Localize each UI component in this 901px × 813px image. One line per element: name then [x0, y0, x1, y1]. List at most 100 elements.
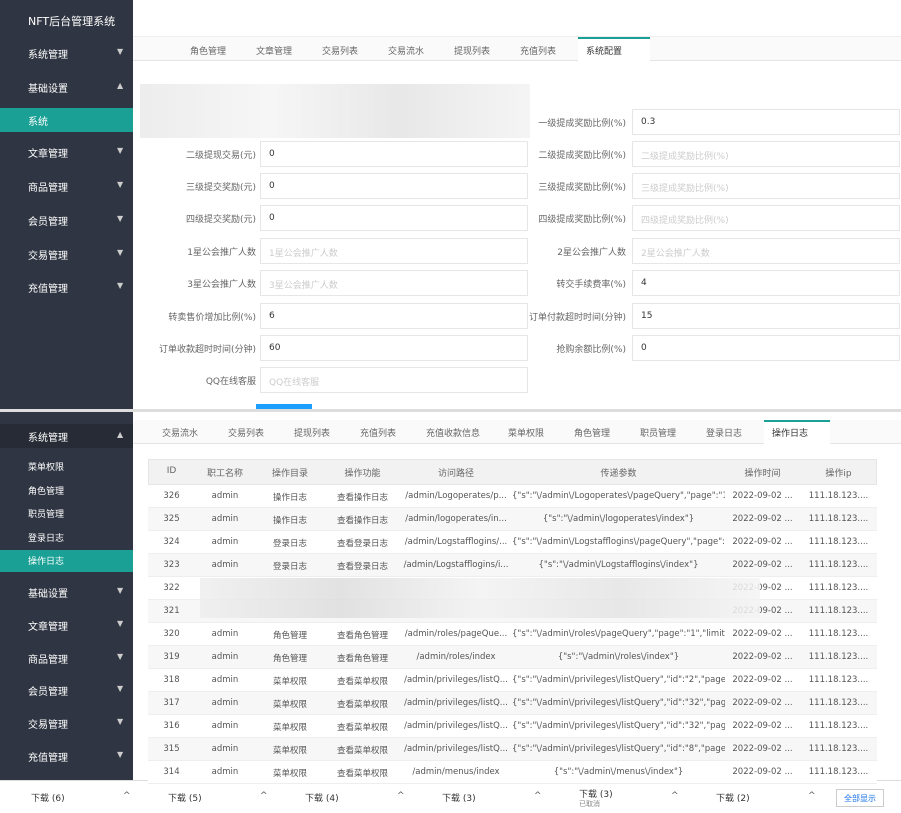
- tab[interactable]: 登录日志: [706, 429, 743, 439]
- form-input[interactable]: 0: [632, 335, 900, 361]
- menu-item[interactable]: 充值管理: [28, 753, 68, 764]
- form-label: 一级提成奖励比例(%): [538, 119, 626, 129]
- table-cell: 111.18.123....: [808, 629, 869, 639]
- tab[interactable]: 职员管理: [640, 429, 677, 439]
- download-item[interactable]: 下载 (4): [305, 794, 339, 804]
- table-cell: {"s":"\/admin\/roles\/pageQuery","page":…: [512, 629, 725, 639]
- menu-active: [0, 108, 133, 132]
- table-cell: {"s":"\/admin\/roles\/index"}: [557, 652, 680, 662]
- table-cell: 111.18.123....: [808, 698, 869, 708]
- table-header-cell: 操作ip: [825, 469, 852, 479]
- form-input[interactable]: 三级提成奖励比例(%): [632, 173, 900, 199]
- menu-item[interactable]: 基础设置: [28, 84, 68, 95]
- download-item[interactable]: 下载 (5): [168, 794, 202, 804]
- table-cell: admin: [211, 629, 239, 639]
- table-cell: 2022-09-02 ...: [732, 652, 793, 662]
- tab[interactable]: 交易流水: [388, 47, 425, 57]
- download-chevron: ^: [808, 791, 816, 801]
- form-input[interactable]: 1星公会推广人数: [260, 238, 528, 264]
- table-cell: {"s":"\/admin\/privileges\/listQuery","i…: [512, 698, 725, 708]
- submenu-item[interactable]: 操作日志: [28, 557, 65, 567]
- table-row: [148, 692, 877, 715]
- tab[interactable]: 角色管理: [574, 429, 611, 439]
- menu-item[interactable]: 充值管理: [28, 284, 68, 295]
- table-header: [148, 459, 877, 485]
- table-cell: {"s":"\/admin\/privileges\/listQuery","i…: [512, 721, 725, 731]
- menu-item[interactable]: 系统管理: [28, 50, 68, 61]
- form-input[interactable]: QQ在线客服: [260, 367, 528, 393]
- table-cell: 2022-09-02 ...: [732, 560, 793, 570]
- menu-item[interactable]: 文章管理: [28, 149, 68, 160]
- table-cell: /admin/Logoperates/p...: [405, 491, 507, 501]
- tab[interactable]: 系统配置: [586, 47, 623, 57]
- submenu-item[interactable]: 角色管理: [28, 487, 65, 497]
- table-cell: 315: [163, 744, 180, 754]
- table-row: [148, 761, 877, 784]
- form-label: 订单收款超时时间(分钟): [158, 345, 256, 355]
- menu-item[interactable]: 系统: [28, 117, 48, 128]
- table-cell: admin: [211, 721, 239, 731]
- table-cell: 111.18.123....: [808, 606, 869, 616]
- menu-item[interactable]: 基础设置: [28, 589, 68, 600]
- tab[interactable]: 操作日志: [772, 429, 809, 439]
- form-input[interactable]: 0: [260, 205, 528, 231]
- menu-item[interactable]: 交易管理: [28, 720, 68, 731]
- menu-item[interactable]: 商品管理: [28, 655, 68, 666]
- menu-item[interactable]: 交易管理: [28, 251, 68, 262]
- tab[interactable]: 交易列表: [228, 429, 265, 439]
- download-show-all[interactable]: 全部显示: [836, 789, 884, 807]
- menu-item[interactable]: 文章管理: [28, 622, 68, 633]
- form-input[interactable]: 15: [632, 303, 900, 329]
- table-cell: 111.18.123....: [808, 560, 869, 570]
- table-cell: 111.18.123....: [808, 675, 869, 685]
- table-cell: 111.18.123....: [808, 652, 869, 662]
- form-input[interactable]: 0.3: [632, 109, 900, 135]
- tab[interactable]: 充值列表: [520, 47, 557, 57]
- table-cell: 查看菜单权限: [336, 746, 388, 756]
- table-cell: 2022-09-02 ...: [732, 514, 793, 524]
- form-input[interactable]: 6: [260, 303, 528, 329]
- submenu-item[interactable]: 职员管理: [28, 510, 65, 520]
- blur-area: [200, 578, 760, 618]
- table-cell: 2022-09-02 ...: [732, 675, 793, 685]
- tab[interactable]: 菜单权限: [508, 429, 545, 439]
- menu-item[interactable]: 系统管理: [28, 433, 68, 444]
- menu-item[interactable]: 会员管理: [28, 687, 68, 698]
- download-item[interactable]: 下载 (3): [442, 794, 476, 804]
- form-input[interactable]: 4: [632, 270, 900, 296]
- tab[interactable]: 提现列表: [294, 429, 331, 439]
- bottom-sidebar: [0, 412, 133, 780]
- table-header-cell: 操作时间: [744, 469, 781, 479]
- table-cell: 320: [163, 629, 180, 639]
- tab[interactable]: 提现列表: [454, 47, 491, 57]
- submenu-item[interactable]: 登录日志: [28, 534, 65, 544]
- form-input[interactable]: 四级提成奖励比例(%): [632, 205, 900, 231]
- table-cell: 2022-09-02 ...: [732, 583, 793, 593]
- form-input[interactable]: 0: [260, 141, 528, 167]
- download-item[interactable]: 下载 (6): [31, 794, 65, 804]
- submenu-item[interactable]: 菜单权限: [28, 463, 65, 473]
- tab[interactable]: 文章管理: [256, 47, 293, 57]
- tab[interactable]: 充值列表: [360, 429, 397, 439]
- tab[interactable]: 角色管理: [190, 47, 227, 57]
- menu-arrow: ▼: [117, 281, 124, 290]
- table-cell: 2022-09-02 ...: [732, 491, 793, 501]
- form-input[interactable]: 二级提成奖励比例(%): [632, 141, 900, 167]
- form-input[interactable]: 0: [260, 173, 528, 199]
- table-cell: /admin/privileges/listQ...: [404, 744, 508, 754]
- tab[interactable]: 充值收款信息: [426, 429, 481, 439]
- form-input[interactable]: 2星公会推广人数: [632, 238, 900, 264]
- menu-item[interactable]: 商品管理: [28, 183, 68, 194]
- table-row: [148, 715, 877, 738]
- download-item[interactable]: 下载 (2): [716, 794, 750, 804]
- tab[interactable]: 交易流水: [162, 429, 199, 439]
- tab[interactable]: 交易列表: [322, 47, 359, 57]
- table-cell: 324: [163, 537, 180, 547]
- form-input[interactable]: 60: [260, 335, 528, 361]
- download-item[interactable]: 下载 (3): [579, 790, 613, 800]
- table-cell: 角色管理: [272, 631, 307, 641]
- menu-item[interactable]: 会员管理: [28, 217, 68, 228]
- form-input[interactable]: 3星公会推广人数: [260, 270, 528, 296]
- table-row: [148, 508, 877, 531]
- table-cell: 111.18.123....: [808, 491, 869, 501]
